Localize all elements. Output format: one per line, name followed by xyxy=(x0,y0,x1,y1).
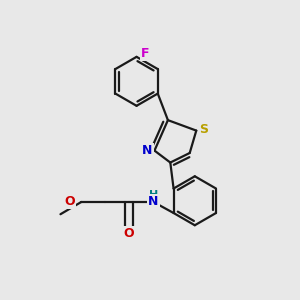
Text: O: O xyxy=(124,227,134,240)
Text: H: H xyxy=(149,190,158,200)
Text: N: N xyxy=(142,143,152,157)
Text: S: S xyxy=(199,123,208,136)
Text: F: F xyxy=(141,47,149,60)
Text: N: N xyxy=(148,196,159,208)
Text: O: O xyxy=(64,196,75,208)
